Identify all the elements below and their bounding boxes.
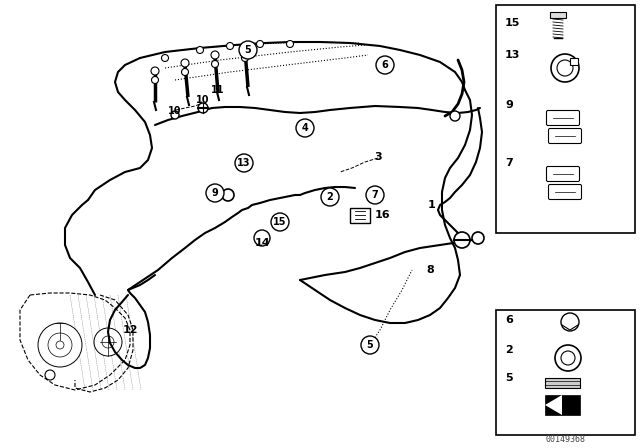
Circle shape [551,54,579,82]
Circle shape [472,232,484,244]
Circle shape [182,69,189,76]
Circle shape [369,189,381,201]
Circle shape [561,313,579,331]
Text: 8: 8 [426,265,434,275]
Circle shape [38,323,82,367]
Circle shape [196,47,204,53]
Circle shape [450,111,460,121]
Circle shape [271,213,289,231]
Text: 9: 9 [212,188,218,198]
Circle shape [161,55,168,61]
Circle shape [366,186,384,204]
Circle shape [198,103,208,113]
Bar [350,208,370,223]
Text: 14: 14 [254,238,270,248]
Circle shape [376,56,394,74]
Circle shape [454,232,470,248]
Polygon shape [545,395,580,415]
Text: 13: 13 [505,50,520,60]
Circle shape [151,67,159,75]
Circle shape [257,40,264,47]
Text: 6: 6 [505,315,513,325]
Circle shape [272,214,288,230]
Text: 9: 9 [505,100,513,110]
Circle shape [561,351,575,365]
Bar [550,12,566,18]
Circle shape [287,40,294,47]
FancyBboxPatch shape [547,111,579,125]
Text: 15: 15 [273,217,287,227]
Circle shape [300,123,310,133]
Circle shape [45,370,55,380]
Text: 10: 10 [196,95,210,105]
Text: 00149368: 00149368 [545,435,585,444]
Circle shape [171,111,179,119]
Circle shape [48,333,72,357]
Circle shape [211,51,219,59]
Circle shape [241,55,248,61]
Circle shape [102,336,114,348]
Circle shape [56,341,64,349]
Text: 15: 15 [505,18,520,28]
Text: 13: 13 [237,158,251,168]
FancyBboxPatch shape [548,129,582,143]
Circle shape [296,119,314,137]
Bar [570,58,578,65]
Circle shape [254,230,270,246]
Text: 7: 7 [372,190,378,200]
Circle shape [237,155,251,169]
Text: 3: 3 [374,152,382,162]
Text: 12: 12 [122,325,138,335]
Text: 7: 7 [505,158,513,168]
Circle shape [181,59,189,67]
Circle shape [239,41,257,59]
Bar [545,378,580,388]
Circle shape [241,45,249,53]
Circle shape [557,60,573,76]
Circle shape [321,188,339,206]
Text: 4: 4 [301,123,308,133]
FancyBboxPatch shape [547,167,579,181]
Text: 2: 2 [505,345,513,355]
Text: 2: 2 [326,192,333,202]
Circle shape [94,328,122,356]
Circle shape [361,336,379,354]
Circle shape [152,77,159,83]
Circle shape [227,43,234,49]
Text: 6: 6 [381,60,388,70]
Bar [496,310,635,435]
FancyBboxPatch shape [548,185,582,199]
Polygon shape [545,395,562,415]
Circle shape [206,184,224,202]
Circle shape [222,189,234,201]
Text: 11: 11 [211,85,225,95]
Bar [496,5,635,233]
Text: 16: 16 [375,210,391,220]
Text: 10: 10 [168,106,182,116]
Text: 1: 1 [428,200,436,210]
Circle shape [325,192,335,202]
Circle shape [555,345,581,371]
Circle shape [211,60,218,68]
Circle shape [235,154,253,172]
Text: 5: 5 [244,45,252,55]
Text: 5: 5 [505,373,513,383]
Text: 5: 5 [367,340,373,350]
